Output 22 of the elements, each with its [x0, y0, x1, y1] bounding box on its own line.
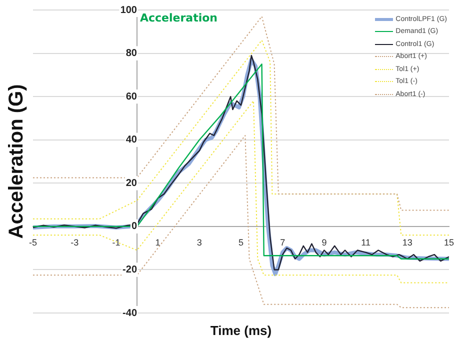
- y-axis-title: Acceleration (G): [6, 84, 28, 238]
- x-tick-label: 11: [361, 237, 370, 248]
- x-tick-label: 15: [444, 237, 454, 248]
- x-axis-title: Time (ms): [209, 323, 273, 338]
- x-tick-label: -3: [70, 237, 79, 248]
- y-tick-label: 100: [120, 4, 138, 16]
- x-tick-label: 1: [155, 237, 160, 248]
- y-tick-label: 80: [126, 48, 138, 60]
- x-tick-label: 13: [402, 237, 412, 248]
- y-tick-label: -40: [122, 308, 138, 319]
- x-tick-label: 5: [238, 237, 244, 248]
- chart-title: Acceleration: [140, 11, 218, 24]
- y-tick-label: 60: [126, 91, 138, 102]
- x-tick-label: 9: [322, 237, 327, 248]
- x-tick-label: -1: [112, 237, 120, 248]
- x-tick-label: -5: [28, 237, 38, 248]
- y-tick-label: 40: [126, 134, 138, 146]
- y-tick-label: -20: [122, 264, 138, 276]
- y-tick-label: 0: [131, 221, 138, 232]
- x-tick-label: 3: [196, 237, 202, 248]
- x-tick-label: 7: [280, 237, 286, 248]
- y-tick-label: 20: [126, 178, 138, 189]
